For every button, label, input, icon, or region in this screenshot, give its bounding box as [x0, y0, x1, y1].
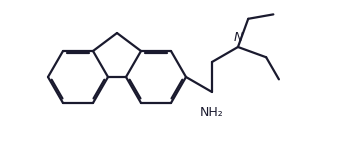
Text: N: N	[233, 31, 243, 44]
Text: NH₂: NH₂	[200, 106, 224, 119]
